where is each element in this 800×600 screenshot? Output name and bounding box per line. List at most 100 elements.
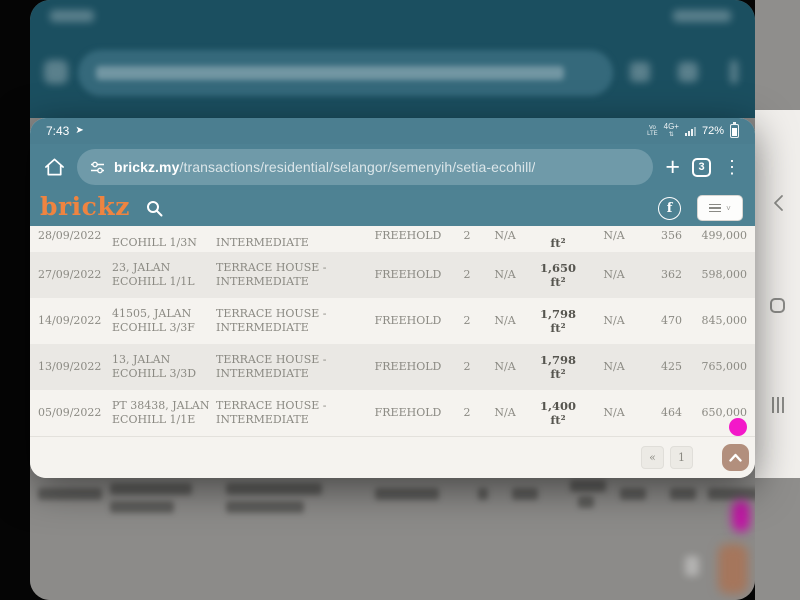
search-icon[interactable] bbox=[146, 200, 163, 217]
blurred-status-left bbox=[50, 10, 94, 22]
blurred-home-icon bbox=[44, 60, 68, 84]
new-tab-button[interactable]: + bbox=[665, 152, 680, 181]
blurred-cell bbox=[512, 488, 538, 500]
pagination-prev-button[interactable]: « bbox=[641, 446, 664, 469]
blurred-menu-icon bbox=[730, 60, 738, 84]
blurred-tabs-icon bbox=[678, 62, 698, 82]
cell-rooms: 2 bbox=[463, 314, 471, 327]
cell-area: 1,798 ft² bbox=[539, 353, 576, 381]
blurred-cell bbox=[226, 501, 304, 513]
cell-tenure: FREEHOLD bbox=[374, 314, 442, 327]
cell-na: N/A bbox=[494, 360, 516, 373]
hamburger-icon bbox=[709, 203, 722, 213]
cell-rooms: 2 bbox=[463, 229, 471, 242]
back-chevron-icon bbox=[773, 195, 783, 211]
home-nav-button[interactable] bbox=[755, 288, 800, 322]
transactions-table: 28/09/2022 ECOHILL 1/3N INTERMEDIATE FRE… bbox=[30, 226, 755, 436]
recents-icon bbox=[771, 397, 784, 413]
blurred-cell bbox=[226, 483, 322, 495]
cell-date: 28/09/2022 bbox=[38, 229, 102, 242]
cell-na: N/A bbox=[494, 268, 516, 281]
site-menu-dropdown[interactable]: ˅ bbox=[697, 195, 743, 221]
pink-marker-dot bbox=[729, 418, 747, 436]
pagination-page-button[interactable]: 1 bbox=[670, 446, 693, 469]
cell-area: 1,400 ft² bbox=[539, 399, 576, 427]
cell-type: INTERMEDIATE bbox=[216, 236, 309, 249]
facebook-icon[interactable]: f bbox=[658, 196, 681, 220]
cell-na: N/A bbox=[603, 229, 625, 242]
clock: 7:43 bbox=[46, 124, 70, 138]
cell-rooms: 2 bbox=[463, 406, 471, 419]
cell-address: 13, JALAN ECOHILL 3/3D bbox=[112, 353, 197, 380]
send-notification-icon: ➤ bbox=[75, 124, 84, 136]
url-domain: brickz.my bbox=[114, 159, 180, 175]
site-header: brickz f ˅ bbox=[30, 190, 755, 226]
navigation-bar-active-area bbox=[755, 110, 800, 478]
blurred-cell bbox=[38, 488, 102, 500]
battery-icon bbox=[730, 122, 739, 138]
volte-icon: Vo LTE bbox=[647, 125, 658, 137]
status-bar: 7:43 ➤ Vo LTE 4G+ ⇅ 72% bbox=[30, 118, 755, 144]
cell-price: 598,000 bbox=[701, 268, 748, 281]
cell-na: N/A bbox=[603, 314, 625, 327]
battery-percent: 72% bbox=[701, 125, 724, 137]
browser-home-icon[interactable] bbox=[44, 157, 65, 177]
table-row: 14/09/2022 41505, JALAN ECOHILL 3/3F TERR… bbox=[30, 298, 755, 344]
cell-date: 14/09/2022 bbox=[38, 314, 102, 327]
table-row: 28/09/2022 ECOHILL 1/3N INTERMEDIATE FRE… bbox=[30, 226, 755, 252]
cell-price: 765,000 bbox=[701, 360, 748, 373]
back-button[interactable] bbox=[755, 186, 800, 220]
blurred-cell bbox=[375, 488, 439, 500]
blurred-plus-icon bbox=[630, 62, 650, 82]
cell-date: 05/09/2022 bbox=[38, 406, 102, 419]
cell-address: 23, JALAN ECOHILL 1/1L bbox=[112, 261, 195, 288]
chevron-down-icon: ˅ bbox=[726, 203, 731, 213]
cell-type: TERRACE HOUSE - INTERMEDIATE bbox=[216, 307, 327, 334]
cell-rooms: 2 bbox=[463, 360, 471, 373]
blurred-cell bbox=[708, 488, 755, 500]
table-row: 27/09/2022 23, JALAN ECOHILL 1/1L TERRACE… bbox=[30, 252, 755, 298]
signal-bars-icon bbox=[684, 126, 696, 136]
scroll-to-top-button[interactable] bbox=[722, 444, 749, 471]
recents-button[interactable] bbox=[755, 388, 800, 422]
cell-na: N/A bbox=[494, 406, 516, 419]
cell-na: N/A bbox=[494, 314, 516, 327]
table-row: 05/09/2022 PT 38438, JALAN ECOHILL 1/1E T… bbox=[30, 390, 755, 436]
popup-browser-window: 7:43 ➤ Vo LTE 4G+ ⇅ 72% bbox=[30, 118, 755, 478]
cell-na: N/A bbox=[494, 229, 516, 242]
cell-price: 650,000 bbox=[701, 406, 748, 419]
cell-na: N/A bbox=[603, 406, 625, 419]
browser-menu-button[interactable]: ⋮ bbox=[723, 157, 741, 177]
cell-psf: 470 bbox=[661, 314, 682, 327]
blurred-scroll-top-button bbox=[718, 544, 748, 594]
cell-type: TERRACE HOUSE - INTERMEDIATE bbox=[216, 261, 327, 288]
cell-na: N/A bbox=[603, 360, 625, 373]
blurred-cell bbox=[478, 488, 488, 500]
blurred-cell bbox=[578, 496, 594, 508]
address-bar[interactable]: brickz.my/transactions/residential/selan… bbox=[77, 149, 654, 185]
cell-address: PT 38438, JALAN ECOHILL 1/1E bbox=[112, 399, 210, 426]
blurred-cell bbox=[670, 488, 696, 500]
cell-psf: 425 bbox=[661, 360, 682, 373]
cell-tenure: FREEHOLD bbox=[374, 406, 442, 419]
background-browser-chrome bbox=[30, 0, 755, 118]
cell-psf: 356 bbox=[661, 229, 682, 242]
brickz-logo[interactable]: brickz bbox=[40, 192, 130, 221]
blurred-page-button bbox=[685, 556, 699, 576]
tab-count-button[interactable]: 3 bbox=[692, 157, 711, 177]
cell-rooms: 2 bbox=[463, 268, 471, 281]
cell-tenure: FREEHOLD bbox=[374, 229, 442, 242]
navigation-bar bbox=[755, 0, 800, 600]
page-info-tune-icon bbox=[91, 161, 104, 173]
cell-area: 1,798 ft² bbox=[539, 307, 576, 335]
table-row: 13/09/2022 13, JALAN ECOHILL 3/3D TERRACE… bbox=[30, 344, 755, 390]
cell-psf: 362 bbox=[661, 268, 682, 281]
home-square-icon bbox=[770, 297, 785, 313]
cell-psf: 464 bbox=[661, 406, 682, 419]
background-dimmed-table bbox=[30, 478, 755, 600]
pagination-footer: « 1 bbox=[30, 436, 755, 478]
cell-type: TERRACE HOUSE - INTERMEDIATE bbox=[216, 353, 327, 380]
blurred-cell bbox=[110, 483, 192, 495]
cell-date: 27/09/2022 bbox=[38, 268, 102, 281]
cell-address: ECOHILL 1/3N bbox=[112, 236, 197, 249]
